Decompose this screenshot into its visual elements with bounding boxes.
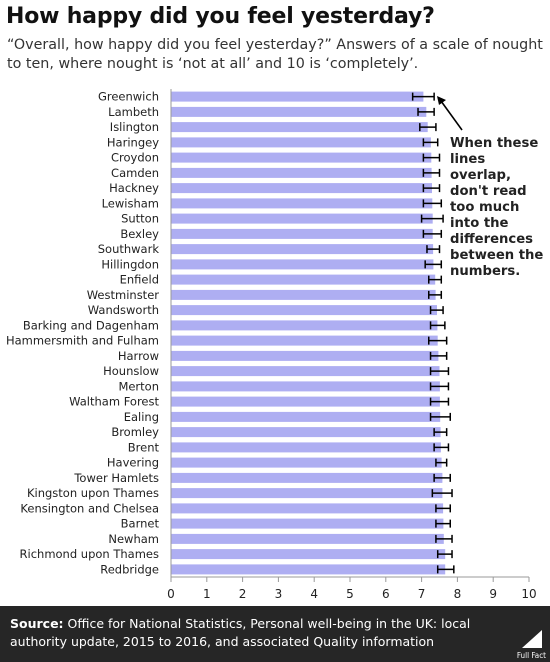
bar — [171, 228, 433, 239]
bar — [171, 518, 444, 529]
category-label: Hackney — [109, 181, 159, 195]
category-label: Harrow — [118, 349, 159, 363]
bar — [171, 198, 433, 209]
category-label: Barking and Dagenham — [23, 318, 159, 332]
bar — [171, 320, 438, 331]
category-label: Wandsworth — [88, 303, 159, 317]
full-fact-logo-text: Full Fact — [516, 651, 546, 660]
bar — [171, 381, 440, 392]
x-tick-label: 6 — [382, 587, 390, 601]
bar — [171, 183, 432, 194]
bar — [171, 274, 436, 285]
category-label: Hammersmith and Fulham — [6, 334, 159, 348]
bar — [171, 350, 439, 361]
bar — [171, 503, 444, 514]
chart-title: How happy did you feel yesterday? — [6, 4, 435, 29]
category-label: Barnet — [121, 517, 160, 531]
bar — [171, 488, 443, 499]
bar — [171, 442, 441, 453]
category-label: Lewisham — [102, 196, 159, 210]
bar — [171, 396, 440, 407]
category-label: Bexley — [120, 227, 159, 241]
category-label: Sutton — [121, 212, 159, 226]
bar — [171, 259, 434, 270]
category-label: Islington — [110, 120, 159, 134]
category-label: Havering — [107, 456, 159, 470]
category-label: Kingston upon Thames — [27, 486, 159, 500]
source-description: Office for National Statistics, Personal… — [10, 616, 471, 649]
bar — [171, 427, 441, 438]
category-label: Enfield — [120, 273, 159, 287]
bar — [171, 305, 437, 316]
category-label: Tower Hamlets — [73, 471, 159, 485]
full-fact-logo-icon — [522, 630, 542, 648]
category-label: Hillingdon — [101, 257, 159, 271]
category-label: Greenwich — [98, 90, 159, 104]
category-label: Lambeth — [108, 105, 159, 119]
x-tick-label: 3 — [275, 587, 283, 601]
bar — [171, 122, 428, 133]
x-tick-label: 10 — [521, 587, 536, 601]
category-label: Merton — [118, 379, 159, 393]
x-tick-label: 1 — [203, 587, 211, 601]
bar — [171, 335, 438, 346]
bar — [171, 106, 427, 117]
category-label: Richmond upon Thames — [20, 547, 159, 561]
source-text: Source: Office for National Statistics, … — [10, 615, 500, 651]
x-tick-label: 5 — [346, 587, 354, 601]
bar — [171, 366, 440, 377]
category-label: Southwark — [98, 242, 160, 256]
bar — [171, 564, 446, 575]
bar — [171, 411, 441, 422]
category-label: Redbridge — [100, 562, 159, 576]
category-label: Newham — [108, 532, 159, 546]
x-tick-label: 0 — [167, 587, 175, 601]
category-label: Kensington and Chelsea — [20, 501, 159, 515]
x-tick-label: 9 — [489, 587, 497, 601]
bar — [171, 533, 444, 544]
bar — [171, 137, 431, 148]
bar — [171, 213, 433, 224]
category-label: Bromley — [111, 425, 159, 439]
x-tick-label: 8 — [454, 587, 462, 601]
category-label: Brent — [128, 440, 160, 454]
category-label: Croydon — [111, 151, 159, 165]
x-tick-label: 7 — [418, 587, 426, 601]
category-label: Haringey — [107, 135, 159, 149]
bar — [171, 152, 432, 163]
category-label: Ealing — [124, 410, 159, 424]
bar — [171, 549, 446, 560]
annotation-arrow-head — [437, 96, 446, 105]
source-footer: Source: Office for National Statistics, … — [0, 606, 550, 662]
overlap-annotation: When these lines overlap, don't read too… — [450, 136, 544, 279]
chart-subtitle: “Overall, how happy did you feel yesterd… — [7, 37, 543, 72]
x-tick-label: 2 — [239, 587, 247, 601]
source-label: Source: — [10, 616, 64, 631]
category-label: Camden — [111, 166, 159, 180]
category-label: Hounslow — [103, 364, 159, 378]
bar — [171, 167, 432, 178]
bar — [171, 472, 443, 483]
bar — [171, 457, 442, 468]
annotation-arrow-line — [440, 100, 463, 131]
bar — [171, 289, 436, 300]
category-label: Waltham Forest — [69, 395, 159, 409]
x-tick-label: 4 — [310, 587, 318, 601]
category-label: Westminster — [87, 288, 160, 302]
bar — [171, 91, 424, 102]
bar — [171, 244, 434, 255]
